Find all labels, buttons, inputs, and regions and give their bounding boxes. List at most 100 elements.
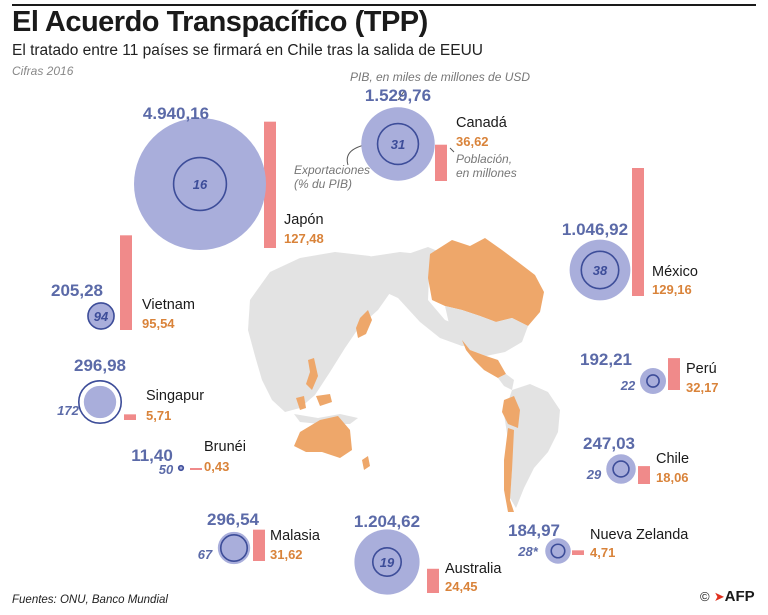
gdp-circle-australia [354, 529, 420, 595]
chart-title: El Acuerdo Transpacífico (TPP) [12, 6, 428, 38]
population-bar-brunei [190, 468, 202, 470]
gdp-value-vietnam: 205,28 [51, 281, 103, 300]
exports-circle-vietnam [87, 302, 115, 330]
population-bar-peru [668, 358, 680, 390]
exports-label-canada: 31 [391, 137, 405, 152]
gdp-value-peru: 192,21 [580, 350, 632, 369]
country-japon: 16 4.940,16 Japón 127,48 [134, 104, 324, 250]
population-bar-canada [435, 144, 447, 181]
gdp-value-canada: 1.529,76 [365, 86, 431, 105]
gdp-value-nueva-zelanda: 184,97 [508, 521, 560, 540]
gdp-value-chile: 247,03 [583, 434, 635, 453]
exports-circle-singapur [77, 379, 123, 425]
legend-population-unit: en millones [456, 166, 517, 180]
afp-logo: © ➤AFP [700, 588, 755, 605]
copyright-symbol: © [700, 589, 710, 604]
country-name-peru: Perú [686, 361, 717, 377]
population-value-australia: 24,45 [445, 579, 478, 594]
population-value-brunei: 0,43 [204, 459, 229, 474]
population-bar-mexico [632, 168, 644, 296]
afp-arrow-icon: ➤ [713, 589, 725, 604]
population-value-peru: 32,17 [686, 380, 719, 395]
population-bar-chile [638, 466, 650, 484]
map-peru [502, 396, 520, 428]
country-name-chile: Chile [656, 451, 689, 467]
exports-label-malasia: 67 [198, 547, 213, 562]
legend-exports-note: Exportaciones [294, 163, 370, 177]
exports-label-brunei: 50 [159, 462, 174, 477]
map-new-zealand [362, 456, 370, 470]
population-bar-australia [427, 568, 439, 593]
country-malasia: 67 296,54 Malasia 31,62 [198, 510, 321, 565]
country-nueva-zelanda: 28* 184,97 Nueva Zelanda 4,71 [508, 521, 689, 564]
population-bar-malasia [253, 529, 265, 561]
gdp-circle-peru [639, 367, 667, 395]
population-value-singapur: 5,71 [146, 408, 171, 423]
country-name-nueva-zelanda: Nueva Zelanda [590, 527, 689, 543]
population-value-nueva-zelanda: 4,71 [590, 545, 615, 560]
map-australia [294, 416, 352, 458]
exports-circle-chile [612, 460, 630, 478]
gdp-circle-japon [134, 118, 266, 250]
exports-circle-malasia [219, 533, 249, 563]
gdp-value-brunei: 11,40 [131, 446, 173, 465]
country-australia: 19 1.204,62 Australia 24,45 [354, 512, 502, 595]
gdp-value-japon: 4.940,16 [143, 104, 209, 123]
exports-circle-canada [376, 122, 420, 166]
exports-circle-mexico [580, 250, 620, 290]
country-canada: 31 1.529,76 Canadá 36,62 [361, 86, 508, 181]
exports-label-singapur: 172 [57, 403, 79, 418]
country-name-brunei: Brunéi [204, 439, 246, 455]
country-vietnam: 94 205,28 Vietnam 95,54 [51, 235, 195, 331]
exports-label-australia: 19 [380, 555, 395, 570]
map-mexico [462, 340, 506, 378]
exports-circle-peru [646, 374, 660, 388]
afp-logo-text: AFP [724, 588, 755, 605]
gdp-value-malasia: 296,54 [207, 510, 260, 529]
chart-subtitle: El tratado entre 11 países se firmará en… [12, 42, 483, 59]
map-vietnam [306, 358, 318, 390]
country-markers: 16 4.940,16 Japón 127,48 31 1.529,76 Canadá 36,… [51, 86, 719, 595]
gdp-circle-nueva-zelanda [545, 538, 571, 564]
sources-note: Fuentes: ONU, Banco Mundial [12, 594, 168, 606]
exports-label-chile: 29 [586, 467, 602, 482]
connector-population [449, 147, 455, 153]
country-name-singapur: Singapur [146, 388, 204, 404]
map-japan [356, 310, 372, 338]
gdp-circle-chile [606, 454, 636, 484]
exports-circle-brunei [177, 464, 185, 472]
map-usa [445, 306, 528, 356]
gdp-value-australia: 1.204,62 [354, 512, 420, 531]
gdp-circle-canada [361, 107, 435, 181]
map-asia [248, 252, 392, 412]
year-note: Cifras 2016 [12, 64, 74, 78]
exports-label-japon: 16 [193, 177, 208, 192]
exports-circle-nueva-zelanda [550, 543, 566, 559]
country-name-canada: Canadá [456, 115, 508, 131]
map-central-america [498, 374, 514, 390]
country-peru: 22 192,21 Perú 32,17 [580, 350, 719, 395]
world-map [248, 238, 560, 512]
population-value-vietnam: 95,54 [142, 316, 175, 331]
map-borneo [316, 394, 332, 406]
population-value-japon: 127,48 [284, 231, 324, 246]
gdp-circle-singapur [83, 385, 117, 419]
gdp-circle-vietnam [87, 302, 115, 330]
exports-circle-japon [172, 156, 228, 212]
population-bar-japon [264, 121, 276, 248]
exports-circle-australia [371, 546, 403, 578]
exports-label-mexico: 38 [593, 263, 608, 278]
country-name-mexico: México [652, 264, 698, 280]
population-value-malasia: 31,62 [270, 547, 303, 562]
gdp-circle-malasia [217, 531, 251, 565]
map-malaysia [296, 396, 306, 410]
legend-population-note: Población, [456, 152, 512, 166]
gdp-value-singapur: 296,98 [74, 356, 126, 375]
country-chile: 29 247,03 Chile 18,06 [583, 434, 689, 485]
legend-exports-unit: (% du PIB) [294, 177, 352, 191]
country-name-japon: Japón [284, 212, 324, 228]
country-name-malasia: Malasia [270, 528, 321, 544]
